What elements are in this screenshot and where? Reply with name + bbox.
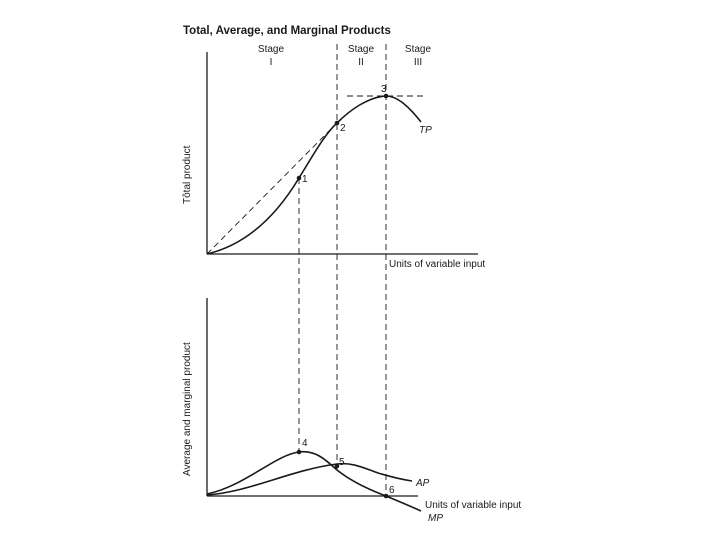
stage-boundaries bbox=[298, 44, 387, 490]
point-1-label: 1 bbox=[302, 174, 308, 185]
tp-curve-label: TP bbox=[419, 125, 432, 136]
stage-labels: Stage I Stage II Stage III bbox=[258, 44, 432, 68]
average-ray bbox=[206, 122, 338, 255]
bottom-y-axis-label: Average and marginal product bbox=[182, 342, 193, 476]
ap-curve bbox=[206, 462, 413, 496]
point-5-label: 5 bbox=[339, 457, 345, 468]
stage-2-numeral: II bbox=[358, 57, 364, 68]
mp-curve-label: MP bbox=[428, 513, 443, 524]
tp-curve bbox=[206, 95, 422, 255]
point-4-label: 4 bbox=[302, 438, 308, 449]
stage-2-label: Stage bbox=[348, 44, 375, 55]
point-2-marker bbox=[334, 120, 340, 126]
top-panel: Tôtal product Units of variable input TP… bbox=[182, 52, 485, 270]
top-x-axis-label: Units of variable input bbox=[389, 259, 485, 270]
stage-3-numeral: III bbox=[414, 57, 422, 68]
point-2-label: 2 bbox=[340, 123, 346, 134]
stage-3-label: Stage bbox=[405, 44, 432, 55]
bottom-x-axis-label: Units of variable input bbox=[425, 500, 521, 511]
ap-curve-label: AP bbox=[415, 478, 430, 489]
point-3-label: 3 bbox=[381, 84, 387, 95]
diagram-title: Total, Average, and Marginal Products bbox=[183, 25, 391, 37]
point-6-label: 6 bbox=[389, 485, 395, 496]
point-3-marker bbox=[383, 93, 389, 99]
stage-1-label: Stage bbox=[258, 44, 285, 55]
point-5-marker bbox=[334, 463, 340, 469]
point-6-marker bbox=[383, 493, 389, 499]
top-y-axis-label: Tôtal product bbox=[182, 145, 193, 204]
mp-curve bbox=[206, 450, 422, 512]
point-4-marker bbox=[296, 449, 302, 455]
bottom-panel: Average and marginal product Units of va… bbox=[182, 298, 521, 524]
point-1-marker bbox=[296, 175, 302, 181]
stage-1-numeral: I bbox=[270, 57, 273, 68]
